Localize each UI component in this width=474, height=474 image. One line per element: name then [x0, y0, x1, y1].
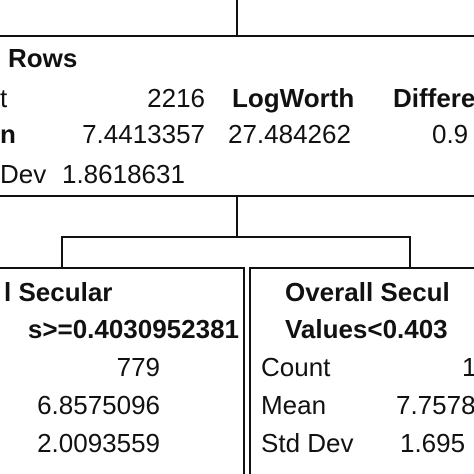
- stat-label: Count: [261, 352, 331, 382]
- right-node: [249, 267, 474, 474]
- stat-label: n: [0, 119, 16, 149]
- stat-value: 7.4413357: [82, 119, 205, 149]
- split-rule: s>=0.4030952381: [28, 314, 239, 344]
- stat-label: Dev: [0, 159, 46, 189]
- stat-value: 27.484262: [228, 119, 351, 149]
- stat-value: 6.8575096: [37, 390, 160, 420]
- stat-label: Std Dev: [261, 428, 354, 458]
- node-title: Overall Secul: [285, 277, 450, 307]
- stat-value: 0.9: [432, 119, 468, 149]
- stat-label: Mean: [261, 390, 326, 420]
- left-node: [0, 267, 245, 474]
- root-node: [0, 35, 474, 197]
- stat-value: 1.695: [400, 428, 465, 458]
- stat-value: 1: [462, 352, 474, 382]
- stat-value: 1.8618631: [62, 159, 185, 189]
- stat-value: 7.7578: [396, 390, 474, 420]
- stat-value: 2216: [147, 83, 205, 113]
- stat-label: t: [0, 83, 8, 113]
- stat-label: LogWorth: [232, 83, 354, 113]
- node-title: Rows: [8, 43, 77, 73]
- stat-value: 779: [117, 352, 160, 382]
- node-title: l Secular: [4, 277, 112, 307]
- stat-label: Differe: [393, 83, 474, 113]
- stat-value: 2.0093559: [37, 428, 160, 458]
- split-rule: Values<0.403: [285, 314, 448, 344]
